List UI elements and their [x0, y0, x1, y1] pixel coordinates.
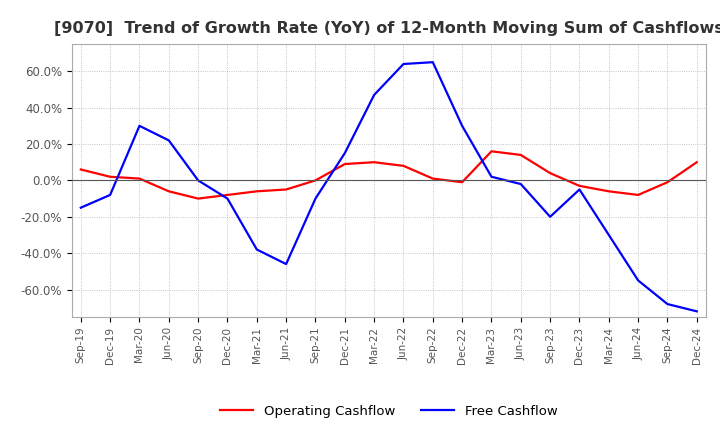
Free Cashflow — [106, 192, 114, 198]
Free Cashflow — [663, 301, 672, 307]
Free Cashflow — [341, 150, 349, 156]
Line: Operating Cashflow: Operating Cashflow — [81, 151, 697, 198]
Operating Cashflow — [76, 167, 85, 172]
Operating Cashflow — [164, 189, 173, 194]
Operating Cashflow — [663, 180, 672, 185]
Operating Cashflow — [135, 176, 144, 181]
Operating Cashflow — [253, 189, 261, 194]
Operating Cashflow — [428, 176, 437, 181]
Legend: Operating Cashflow, Free Cashflow: Operating Cashflow, Free Cashflow — [215, 400, 563, 423]
Free Cashflow — [399, 61, 408, 66]
Free Cashflow — [634, 278, 642, 283]
Operating Cashflow — [546, 170, 554, 176]
Free Cashflow — [693, 309, 701, 314]
Operating Cashflow — [634, 192, 642, 198]
Free Cashflow — [311, 196, 320, 201]
Free Cashflow — [76, 205, 85, 210]
Operating Cashflow — [693, 160, 701, 165]
Free Cashflow — [253, 247, 261, 252]
Operating Cashflow — [223, 192, 232, 198]
Operating Cashflow — [282, 187, 290, 192]
Free Cashflow — [135, 123, 144, 128]
Free Cashflow — [487, 174, 496, 180]
Free Cashflow — [164, 138, 173, 143]
Free Cashflow — [546, 214, 554, 220]
Free Cashflow — [516, 181, 525, 187]
Free Cashflow — [575, 187, 584, 192]
Free Cashflow — [458, 123, 467, 128]
Operating Cashflow — [575, 183, 584, 188]
Operating Cashflow — [194, 196, 202, 201]
Operating Cashflow — [605, 189, 613, 194]
Operating Cashflow — [370, 160, 379, 165]
Free Cashflow — [370, 92, 379, 98]
Operating Cashflow — [311, 178, 320, 183]
Title: [9070]  Trend of Growth Rate (YoY) of 12-Month Moving Sum of Cashflows: [9070] Trend of Growth Rate (YoY) of 12-… — [54, 21, 720, 36]
Free Cashflow — [605, 232, 613, 238]
Operating Cashflow — [341, 161, 349, 167]
Free Cashflow — [223, 196, 232, 201]
Operating Cashflow — [399, 163, 408, 169]
Free Cashflow — [194, 178, 202, 183]
Operating Cashflow — [487, 149, 496, 154]
Free Cashflow — [282, 261, 290, 267]
Operating Cashflow — [516, 152, 525, 158]
Line: Free Cashflow: Free Cashflow — [81, 62, 697, 312]
Operating Cashflow — [458, 180, 467, 185]
Free Cashflow — [428, 59, 437, 65]
Operating Cashflow — [106, 174, 114, 180]
